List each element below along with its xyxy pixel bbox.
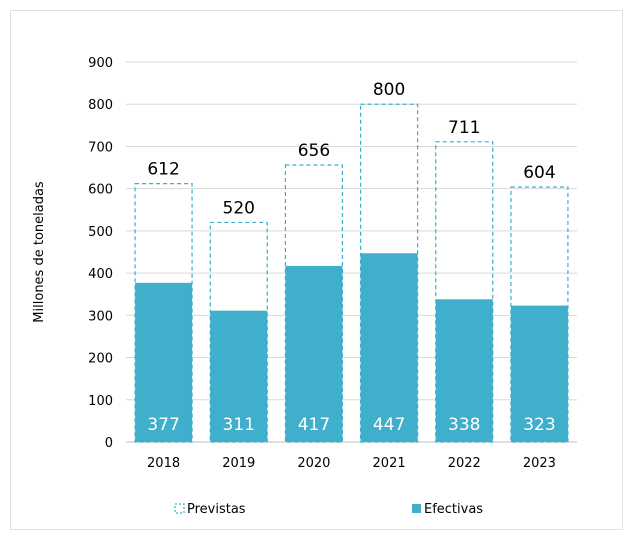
bars: 377 612 311 520 417 656 447 800 338 711 323 604 (134, 80, 569, 443)
data-label-previstas: 800 (373, 80, 405, 100)
legend-label-previstas: Previstas (187, 502, 246, 517)
data-label-efectivas: 338 (448, 415, 480, 435)
legend-swatch-previstas (174, 503, 185, 514)
bar-previstas-2019 (209, 221, 268, 443)
x-tick-label: 2023 (523, 456, 556, 471)
data-label-previstas: 604 (523, 163, 555, 183)
legend-label-efectivas: Efectivas (424, 502, 483, 517)
data-label-efectivas: 311 (223, 415, 255, 435)
x-tick-label: 2022 (448, 456, 481, 471)
bar-previstas-2021 (359, 103, 419, 443)
data-label-previstas: 612 (147, 160, 179, 180)
bar-efectivas-2019 (210, 310, 268, 442)
data-label-efectivas: 323 (523, 415, 555, 435)
y-tick-label: 600 (88, 183, 113, 198)
y-tick-label: 0 (105, 436, 113, 451)
bar-previstas-2023 (510, 186, 569, 443)
data-label-efectivas: 417 (298, 415, 330, 435)
x-tick-labels: 2018 2019 2020 2021 2022 2023 (147, 456, 556, 471)
x-tick-label: 2020 (297, 456, 330, 471)
y-tick-label: 100 (88, 394, 113, 409)
x-tick-label: 2019 (222, 456, 255, 471)
y-tick-label: 300 (88, 309, 113, 324)
y-axis-label: Millones de toneladas (32, 181, 47, 323)
legend-swatch-efectivas (412, 504, 421, 513)
bar-previstas-2020 (284, 164, 344, 443)
data-label-previstas: 656 (298, 141, 330, 161)
data-label-previstas: 520 (223, 198, 255, 218)
bar-efectivas-2020 (285, 265, 343, 442)
bar-efectivas-2022 (435, 299, 493, 442)
legend: Previstas Efectivas (174, 502, 483, 517)
bar-chart: 0 100 200 300 400 500 600 700 800 900 Millones de… (32, 56, 577, 517)
y-tick-label: 200 (88, 352, 113, 367)
y-tick-label: 700 (88, 140, 113, 155)
data-label-efectivas: 447 (373, 415, 405, 435)
y-tick-label: 500 (88, 225, 113, 240)
bar-efectivas-2018 (135, 282, 193, 442)
gridlines (126, 61, 577, 443)
y-tick-label: 900 (88, 56, 113, 71)
x-tick-label: 2021 (373, 456, 406, 471)
x-tick-label: 2018 (147, 456, 180, 471)
y-tick-labels: 0 100 200 300 400 500 600 700 800 900 (88, 56, 113, 451)
y-tick-label: 800 (88, 98, 113, 113)
y-tick-label: 400 (88, 267, 113, 282)
bar-efectivas-2023 (510, 305, 568, 442)
data-label-efectivas: 377 (147, 415, 179, 435)
chart-frame: 0 100 200 300 400 500 600 700 800 900 Millones de… (10, 10, 623, 530)
bar-efectivas-2021 (360, 253, 418, 442)
bar-previstas-2022 (435, 141, 494, 443)
data-label-previstas: 711 (448, 118, 480, 138)
bar-previstas-2018 (134, 183, 193, 443)
